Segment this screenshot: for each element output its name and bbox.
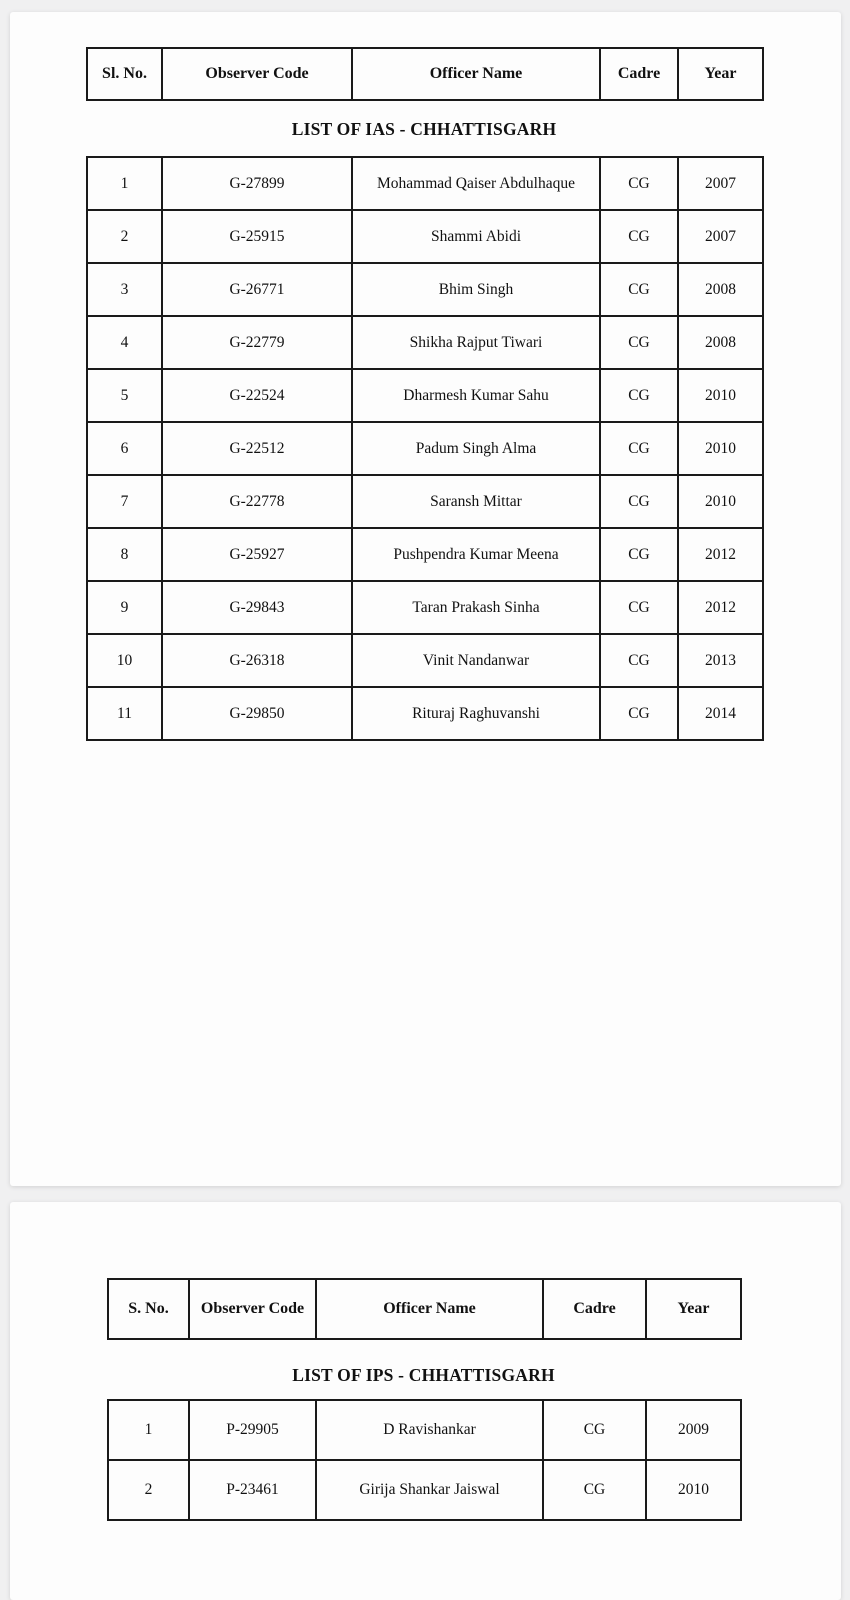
table-cell: CG [599,262,679,317]
table-cell: CG [599,474,679,529]
table-cell: G-29850 [161,686,353,741]
table-cell: Shikha Rajput Tiwari [351,315,601,370]
table-cell: 10 [86,633,163,688]
table-cell: CG [599,580,679,635]
table-cell: 2008 [677,315,764,370]
col-header-cadre: Cadre [542,1278,647,1340]
table-cell: CG [599,156,679,211]
table-cell: CG [599,209,679,264]
table-cell: P-23461 [188,1459,317,1521]
table-cell: 2010 [677,421,764,476]
col-header-observer-code: Observer Code [188,1278,317,1340]
col-header-observer-code: Observer Code [161,47,353,101]
table-row: 1 G-27899 Mohammad Qaiser Abdulhaque CG 2007 [86,156,764,211]
col-header-s-no: S. No. [107,1278,190,1340]
table-row: 4 G-22779 Shikha Rajput Tiwari CG 2008 [86,315,764,370]
table-cell: 2014 [677,686,764,741]
ias-header-table: Sl. No. Observer Code Officer Name Cadre… [86,47,764,101]
table-cell: 2010 [645,1459,742,1521]
table-cell: CG [599,633,679,688]
table-cell: Rituraj Raghuvanshi [351,686,601,741]
table-cell: 2 [107,1459,190,1521]
table-cell: Saransh Mittar [351,474,601,529]
table-row: 2 P-23461 Girija Shankar Jaiswal CG 2010 [107,1459,742,1521]
col-header-year: Year [677,47,764,101]
ias-data-table: 1 G-27899 Mohammad Qaiser Abdulhaque CG 2007… [86,156,764,741]
table-cell: CG [599,421,679,476]
col-header-officer-name: Officer Name [315,1278,544,1340]
table-cell: Taran Prakash Sinha [351,580,601,635]
table-cell: G-22778 [161,474,353,529]
header-row: Sl. No. Observer Code Officer Name Cadre… [86,47,764,101]
table-cell: D Ravishankar [315,1399,544,1461]
table-cell: CG [599,686,679,741]
table-cell: Shammi Abidi [351,209,601,264]
table-cell: G-27899 [161,156,353,211]
col-header-officer-name: Officer Name [351,47,601,101]
table-row: 6 G-22512 Padum Singh Alma CG 2010 [86,421,764,476]
table-cell: 2007 [677,209,764,264]
table-row: 7 G-22778 Saransh Mittar CG 2010 [86,474,764,529]
table-cell: 9 [86,580,163,635]
ips-header-table: S. No. Observer Code Officer Name Cadre … [107,1278,742,1340]
col-header-year: Year [645,1278,742,1340]
table-cell: 2010 [677,368,764,423]
table-cell: 1 [107,1399,190,1461]
table-cell: G-25927 [161,527,353,582]
table-cell: G-26318 [161,633,353,688]
col-header-sl-no: Sl. No. [86,47,163,101]
table-cell: G-29843 [161,580,353,635]
ias-list-title: LIST OF IAS - CHHATTISGARH [291,119,557,139]
table-row: 10 G-26318 Vinit Nandanwar CG 2013 [86,633,764,688]
table-cell: Vinit Nandanwar [351,633,601,688]
table-cell: 1 [86,156,163,211]
table-row: 3 G-26771 Bhim Singh CG 2008 [86,262,764,317]
table-row: 1 P-29905 D Ravishankar CG 2009 [107,1399,742,1461]
table-cell: Girija Shankar Jaiswal [315,1459,544,1521]
table-row: 11 G-29850 Rituraj Raghuvanshi CG 2014 [86,686,764,741]
table-cell: 2007 [677,156,764,211]
document-page-1: Sl. No. Observer Code Officer Name Cadre… [10,12,841,1186]
table-cell: Mohammad Qaiser Abdulhaque [351,156,601,211]
table-cell: CG [542,1399,647,1461]
table-row: 9 G-29843 Taran Prakash Sinha CG 2012 [86,580,764,635]
table-cell: CG [599,527,679,582]
table-cell: 3 [86,262,163,317]
col-header-cadre: Cadre [599,47,679,101]
table-cell: 2012 [677,580,764,635]
table-cell: Dharmesh Kumar Sahu [351,368,601,423]
ips-list-title: LIST OF IPS - CHHATTISGARH [292,1365,555,1385]
ips-data-table: 1 P-29905 D Ravishankar CG 2009 2 P-23461 Girij… [107,1399,742,1521]
table-cell: 2012 [677,527,764,582]
table-cell: G-25915 [161,209,353,264]
table-cell: 6 [86,421,163,476]
table-row: 5 G-22524 Dharmesh Kumar Sahu CG 2010 [86,368,764,423]
document-page-2: S. No. Observer Code Officer Name Cadre … [10,1202,841,1600]
table-cell: CG [599,315,679,370]
table-cell: 11 [86,686,163,741]
table-cell: P-29905 [188,1399,317,1461]
table-cell: 2013 [677,633,764,688]
table-cell: 4 [86,315,163,370]
table-cell: 5 [86,368,163,423]
table-row: 8 G-25927 Pushpendra Kumar Meena CG 2012 [86,527,764,582]
table-cell: 2008 [677,262,764,317]
table-cell: CG [599,368,679,423]
table-cell: 7 [86,474,163,529]
table-cell: G-26771 [161,262,353,317]
table-cell: Pushpendra Kumar Meena [351,527,601,582]
table-cell: 2 [86,209,163,264]
table-cell: G-22779 [161,315,353,370]
table-row: 2 G-25915 Shammi Abidi CG 2007 [86,209,764,264]
table-cell: Bhim Singh [351,262,601,317]
table-cell: G-22524 [161,368,353,423]
table-cell: Padum Singh Alma [351,421,601,476]
table-cell: 8 [86,527,163,582]
table-cell: G-22512 [161,421,353,476]
table-cell: 2010 [677,474,764,529]
header-row: S. No. Observer Code Officer Name Cadre … [107,1278,742,1340]
table-cell: CG [542,1459,647,1521]
table-cell: 2009 [645,1399,742,1461]
